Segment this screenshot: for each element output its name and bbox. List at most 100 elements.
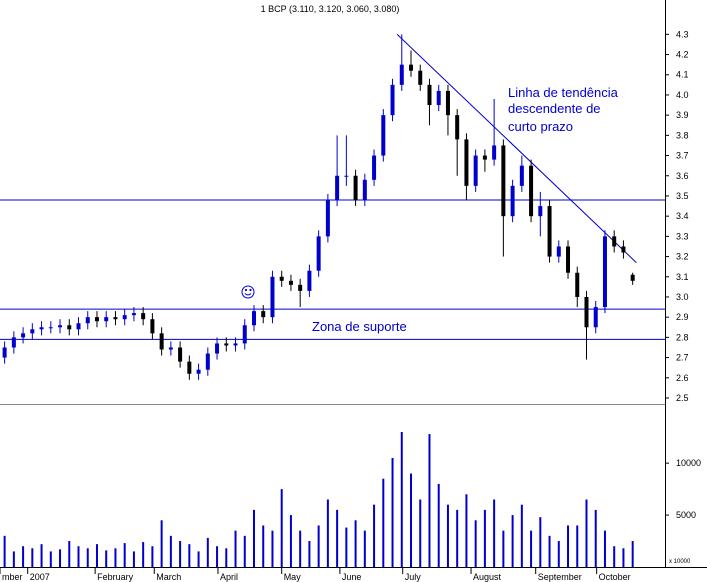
candle-body	[113, 317, 118, 320]
y-tick-label: 3.8	[676, 130, 689, 140]
volume-bar	[428, 434, 431, 567]
volume-bar	[40, 544, 43, 567]
volume-bar	[502, 530, 505, 567]
volume-bar	[539, 517, 542, 567]
volume-bar	[548, 535, 551, 567]
candle-body	[455, 115, 460, 140]
candle-body	[584, 296, 589, 328]
smiley	[241, 285, 255, 299]
volume-bar	[280, 489, 283, 567]
candle-body	[270, 276, 275, 318]
candle-body	[205, 353, 210, 370]
volume-bar	[594, 509, 597, 567]
volume-bar	[373, 504, 376, 567]
candle-body	[409, 64, 414, 71]
candle-body	[150, 319, 155, 334]
candle-body	[224, 343, 229, 346]
annotation: Zona de suporte	[312, 319, 407, 334]
y-tick-label: 4.0	[676, 90, 689, 100]
y-tick-label: 2.9	[676, 312, 689, 322]
volume-bar	[68, 541, 71, 567]
candle-body	[372, 155, 377, 180]
candle-body	[261, 311, 266, 318]
volume-bar	[86, 548, 89, 567]
candle-body	[39, 327, 44, 330]
volume-bar	[95, 544, 98, 567]
volume-bar	[188, 544, 191, 567]
volume-bar	[336, 509, 339, 567]
candle-body	[2, 347, 7, 358]
candle-body	[566, 246, 571, 273]
volume-bar	[105, 550, 108, 567]
volume-bar	[234, 530, 237, 567]
candle-body	[298, 284, 303, 291]
y-tick-label: 4.3	[676, 29, 689, 39]
volume-bar	[123, 543, 126, 567]
y-tick-label: 3.9	[676, 110, 689, 120]
candle-body	[473, 155, 478, 186]
volume-bar	[49, 551, 52, 567]
candle-body	[168, 347, 173, 350]
candle-body	[501, 145, 506, 217]
candle-body	[510, 185, 515, 217]
candle-body	[242, 325, 247, 344]
volume-bar	[410, 473, 413, 567]
candle-body	[67, 325, 72, 330]
volume-bar	[132, 551, 135, 567]
candle-body	[427, 84, 432, 106]
volume-bar	[22, 546, 25, 567]
candle-body	[621, 246, 626, 253]
x-tick-label: June	[342, 572, 362, 582]
candle-body	[464, 139, 469, 186]
candle-body	[575, 272, 580, 297]
x-tick-label: October	[599, 572, 631, 582]
volume-bar	[474, 520, 477, 567]
candle-body	[94, 317, 99, 322]
candle-body	[381, 115, 386, 156]
annotation: curto prazo	[508, 119, 573, 134]
candle-body	[251, 311, 256, 326]
volume-bar	[631, 541, 634, 567]
volume-bar	[493, 499, 496, 567]
volume-bar	[456, 509, 459, 567]
candle-body	[602, 236, 607, 308]
volume-unit: x 10000	[669, 559, 691, 565]
candle-body	[159, 333, 164, 350]
candle-body	[445, 90, 450, 116]
volume-bar	[576, 525, 579, 567]
y-tick-label: 3.1	[676, 272, 689, 282]
candle-body	[48, 327, 53, 329]
x-tick-label: July	[405, 572, 422, 582]
candle-body	[399, 64, 404, 85]
chart-title: 1 BCP (3.110, 3.120, 3.060, 3.080)	[261, 4, 400, 14]
volume-bar	[179, 541, 182, 567]
volume-bar	[299, 530, 302, 567]
candle-body	[390, 84, 395, 116]
volume-bar	[326, 499, 329, 567]
volume-bar	[308, 541, 311, 567]
candle-body	[233, 343, 238, 346]
y-tick-label: 2.7	[676, 353, 689, 363]
candle-body	[85, 317, 90, 324]
candle-body	[58, 325, 63, 328]
volume-bar	[262, 525, 265, 567]
candle-body	[492, 145, 497, 160]
candle-body	[519, 165, 524, 186]
candle-body	[104, 317, 109, 322]
candle-body	[556, 246, 561, 257]
annotation: Linha de tendência	[508, 85, 619, 100]
volume-bar	[622, 548, 625, 567]
candle-body	[131, 313, 136, 316]
candle-body	[21, 333, 26, 338]
candle-body	[529, 165, 534, 217]
volume-bar	[289, 515, 292, 567]
volume-bar	[317, 525, 320, 567]
x-tick-label: February	[97, 572, 134, 582]
volume-bar	[465, 494, 468, 567]
volume-bar	[151, 546, 154, 567]
y-tick-label: 3.7	[676, 151, 689, 161]
candle-body	[30, 329, 35, 334]
volume-bar	[12, 551, 15, 567]
y2-tick-label: 10000	[676, 458, 701, 468]
